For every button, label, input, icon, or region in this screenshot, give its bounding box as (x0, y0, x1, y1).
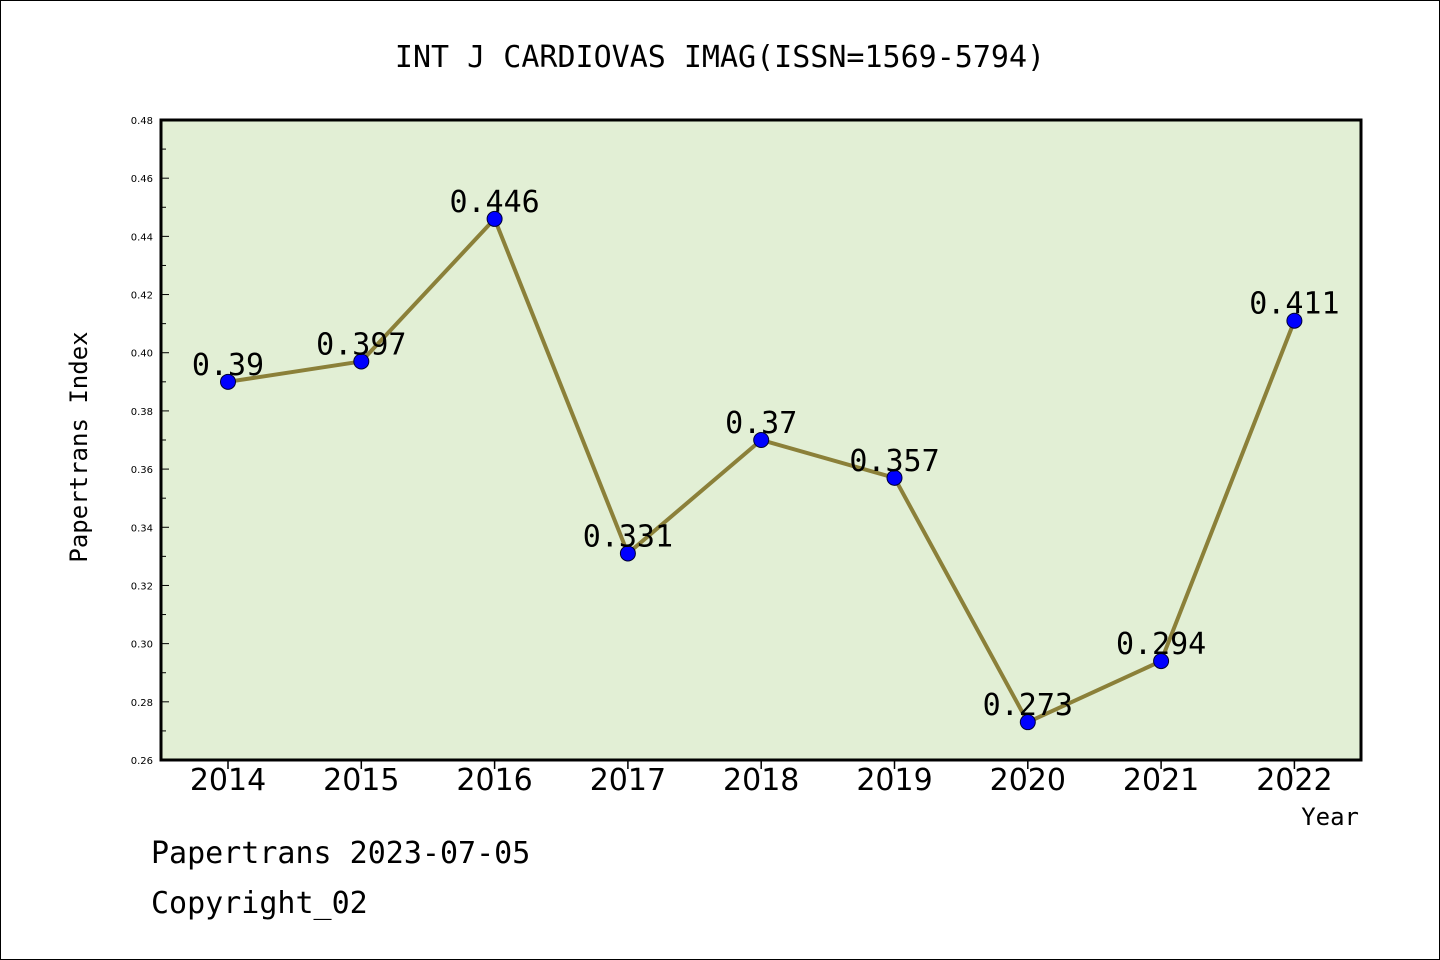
data-label: 0.357 (849, 444, 939, 479)
x-tick-label: 2016 (456, 763, 532, 798)
copyright-text: Copyright_02 (151, 886, 368, 921)
data-point (1153, 653, 1170, 670)
y-tick-label: 0.44 (131, 232, 153, 243)
x-tick-label: 2019 (856, 763, 932, 798)
y-tick-label: 0.32 (131, 581, 153, 592)
data-label: 0.331 (583, 519, 673, 554)
x-tick-label: 2020 (990, 763, 1066, 798)
y-tick-label: 0.48 (131, 116, 153, 127)
data-label: 0.39 (192, 348, 264, 383)
data-label: 0.411 (1249, 287, 1339, 322)
y-tick-label: 0.38 (131, 407, 153, 418)
y-tick-label: 0.30 (131, 640, 153, 651)
data-label: 0.294 (1116, 627, 1206, 662)
data-point (353, 353, 370, 370)
x-axis-label: Year (1301, 803, 1359, 831)
data-point (886, 469, 903, 486)
y-tick-label: 0.40 (131, 349, 153, 360)
data-point (486, 210, 503, 227)
y-tick-label: 0.36 (131, 465, 153, 476)
y-axis-label: Papertrans Index (65, 331, 93, 562)
data-label: 0.37 (725, 406, 797, 441)
data-point (1019, 714, 1036, 731)
y-tick-label: 0.42 (131, 291, 153, 302)
x-tick-label: 2018 (723, 763, 799, 798)
x-tick-label: 2014 (190, 763, 266, 798)
data-point (220, 373, 236, 390)
data-label: 0.397 (316, 327, 406, 362)
plot-border (159, 118, 1363, 762)
y-tick-label: 0.34 (131, 523, 153, 534)
data-point (619, 545, 636, 562)
data-point (753, 432, 770, 448)
chart-title: INT J CARDIOVAS IMAG(ISSN=1569-5794) (395, 40, 1045, 75)
x-axis: 2014 2015 2016 2017 2018 2019 2020 2021 2022 (190, 760, 1333, 798)
x-tick-label: 2015 (323, 763, 399, 798)
y-tick-label: 0.46 (131, 174, 153, 185)
y-tick-label: 0.28 (131, 698, 153, 709)
data-label: 0.273 (983, 688, 1073, 723)
source-date-text: Papertrans 2023-07-05 (151, 836, 531, 871)
data-point (1286, 312, 1303, 329)
x-tick-label: 2017 (590, 763, 666, 798)
series-group: 0.39 0.397 0.446 0.331 0.37 0.357 0.273 0.294 0.… (192, 185, 1340, 731)
x-tick-label: 2022 (1256, 763, 1332, 798)
x-tick-label: 2021 (1123, 763, 1199, 798)
y-tick-label: 0.26 (131, 756, 153, 767)
data-label: 0.446 (449, 185, 539, 220)
